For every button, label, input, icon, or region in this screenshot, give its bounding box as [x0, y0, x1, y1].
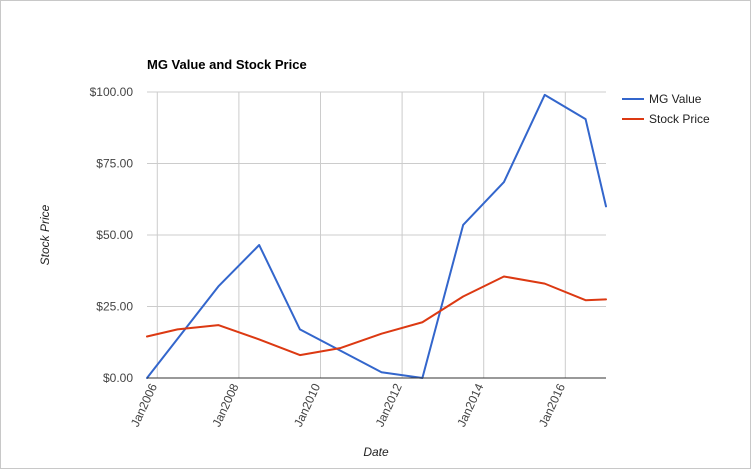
x-axis-ticks: Jan2006 Jan2008 Jan2010 Jan2012 Jan2014 Jan20… — [128, 381, 568, 429]
chart-title: MG Value and Stock Price — [147, 57, 307, 72]
x-tick-label: Jan2006 — [128, 381, 160, 429]
y-tick-label: $50.00 — [96, 228, 133, 242]
y-axis-ticks: $0.00 $25.00 $50.00 $75.00 $100.00 — [90, 85, 134, 385]
gridlines — [147, 91, 606, 378]
y-tick-label: $75.00 — [96, 157, 133, 171]
x-axis-title: Date — [363, 445, 389, 459]
series-line-2 — [146, 275, 607, 357]
y-tick-label: $25.00 — [96, 300, 133, 314]
legend-label: Stock Price — [649, 112, 710, 126]
x-tick-label: Jan2014 — [454, 381, 486, 429]
y-tick-label: $100.00 — [90, 85, 134, 99]
x-tick-label: Jan2012 — [373, 381, 405, 429]
series-lines — [146, 93, 607, 379]
legend: MG Value Stock Price — [622, 92, 710, 126]
x-tick-label: Jan2008 — [209, 381, 241, 429]
legend-label: MG Value — [649, 92, 702, 106]
y-axis-title: Stock Price — [38, 204, 52, 265]
y-tick-label: $0.00 — [103, 371, 133, 385]
x-tick-label: Jan2010 — [291, 381, 323, 429]
x-tick-label: Jan2016 — [536, 381, 568, 429]
